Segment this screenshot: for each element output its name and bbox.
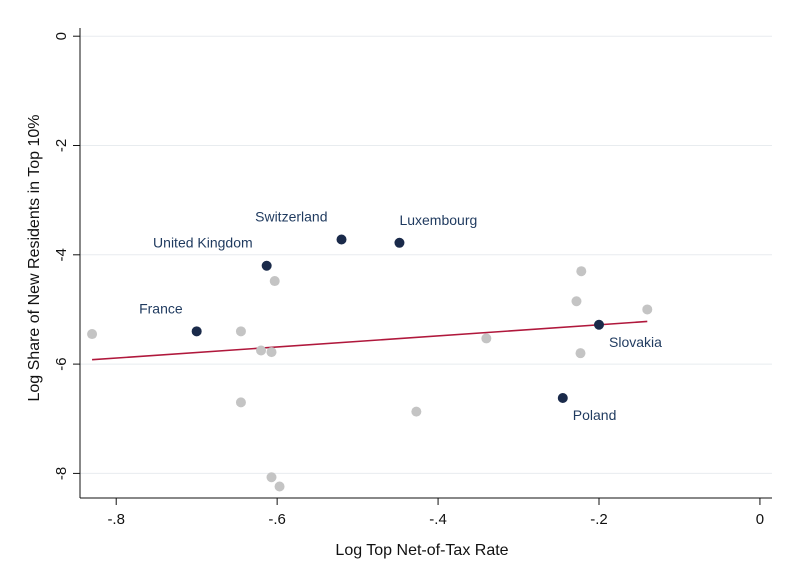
point-highlighted-5 (557, 392, 568, 403)
y-tick-label-2: -4 (53, 248, 70, 261)
point-highlighted-1 (394, 237, 405, 248)
fit-line-layer (92, 320, 648, 361)
x-axis-title: Log Top Net-of-Tax Rate (335, 542, 508, 559)
y-tick-label-4: -8 (53, 467, 70, 480)
points-layer (87, 234, 653, 492)
point-label-1: Luxembourg (399, 212, 477, 228)
x-tick-label-1: -.6 (268, 511, 286, 528)
point-label-4: Slovakia (609, 334, 662, 350)
point-other-4 (269, 276, 280, 287)
x-tick-label-4: 0 (756, 511, 764, 528)
point-label-2: United Kingdom (153, 235, 253, 251)
point-other-0 (87, 329, 98, 340)
point-other-3 (266, 347, 277, 358)
point-other-9 (481, 333, 492, 344)
point-label-3: France (139, 300, 183, 316)
y-tick-label-3: -6 (53, 357, 70, 370)
point-other-6 (266, 472, 277, 483)
point-other-5 (235, 397, 246, 408)
point-other-7 (274, 481, 285, 492)
y-axis-title: Log Share of New Residents in Top 10% (26, 115, 43, 402)
point-highlighted-0 (336, 234, 347, 245)
grid-lines (80, 35, 772, 474)
point-other-12 (575, 348, 586, 359)
axes: 0 -2 -4 -6 -8 -.8 -.6 -.4 -.2 0 (53, 28, 772, 528)
point-other-2 (256, 345, 267, 356)
point-highlighted-3 (191, 326, 202, 337)
point-highlighted-2 (261, 260, 272, 271)
x-tick-label-0: -.8 (107, 511, 125, 528)
point-highlighted-4 (594, 319, 604, 330)
point-label-5: Poland (573, 407, 617, 423)
y-tick-label-1: -2 (53, 139, 70, 152)
x-tick-label-3: -.2 (590, 511, 608, 528)
point-other-11 (571, 296, 582, 307)
point-other-13 (642, 304, 653, 315)
x-tick-label-2: -.4 (429, 511, 447, 528)
point-labels-layer: Switzerland Luxembourg United Kingdom Franc… (139, 209, 662, 423)
fit-line (92, 320, 648, 361)
point-other-8 (411, 406, 422, 417)
point-other-1 (235, 326, 246, 337)
plot-area (80, 28, 772, 498)
point-other-10 (576, 266, 587, 277)
point-label-0: Switzerland (255, 209, 327, 225)
y-tick-label-0: 0 (53, 32, 70, 40)
